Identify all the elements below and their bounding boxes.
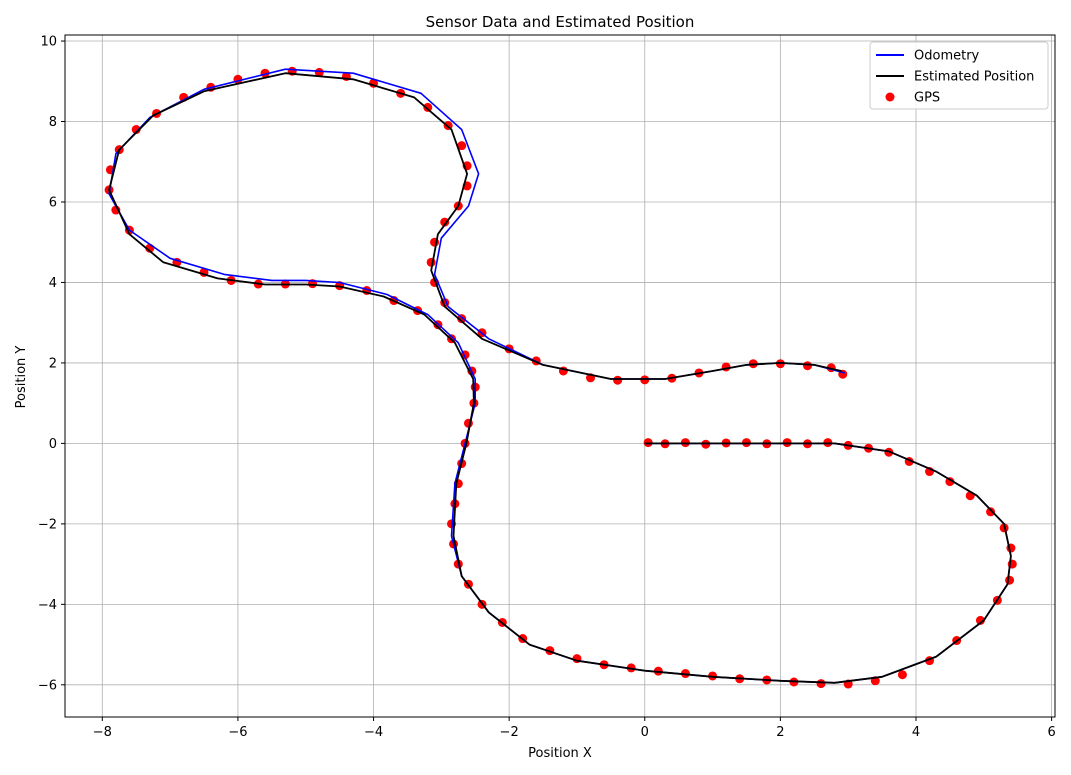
estimated-position-line	[108, 72, 1012, 684]
legend: Odometry Estimated Position GPS	[869, 41, 1049, 110]
y-tick-label: 0	[49, 437, 57, 452]
grid-lines	[65, 35, 1055, 717]
gps-point	[440, 217, 450, 227]
y-tick-label: −2	[38, 517, 57, 532]
legend-swatch-gps	[885, 92, 895, 102]
legend-label-gps: GPS	[914, 91, 940, 106]
legend-box	[869, 41, 1049, 110]
gps-point	[897, 670, 907, 680]
gps-point	[945, 477, 955, 487]
gps-point	[457, 141, 467, 151]
y-tick-label: −6	[38, 678, 57, 693]
gps-point	[131, 125, 141, 135]
gps-point	[816, 679, 826, 689]
x-tick-label: 0	[641, 725, 649, 740]
x-tick-label: 6	[1047, 725, 1055, 740]
plot-area	[104, 66, 1017, 689]
plot-frame	[64, 34, 1056, 718]
x-tick-label: −4	[364, 725, 383, 740]
y-axis-ticks: −6 −4 −2 0 2 4 6 8 10	[38, 35, 65, 693]
odometry-line	[108, 68, 1012, 684]
gps-point	[314, 67, 324, 77]
y-axis-label: Position Y	[14, 346, 29, 409]
x-tick-label: 4	[912, 725, 920, 740]
x-tick-label: −6	[228, 725, 247, 740]
legend-label-odometry: Odometry	[914, 49, 980, 64]
chart-title: Sensor Data and Estimated Position	[426, 13, 695, 31]
gps-point	[1005, 575, 1015, 585]
y-tick-label: 2	[49, 356, 57, 371]
x-axis-label: Position X	[528, 746, 592, 761]
y-tick-label: −4	[38, 598, 57, 613]
gps-point	[423, 102, 433, 112]
y-tick-label: 8	[49, 115, 57, 130]
x-tick-label: 2	[776, 725, 784, 740]
x-tick-label: −2	[500, 725, 519, 740]
gps-point	[426, 257, 436, 267]
gps-point	[975, 615, 985, 625]
legend-label-estimated-position: Estimated Position	[914, 70, 1034, 85]
y-tick-label: 4	[49, 276, 57, 291]
gps-point	[721, 362, 731, 372]
gps-point	[986, 507, 996, 517]
x-tick-label: −8	[93, 725, 112, 740]
x-axis-ticks: −8 −6 −4 −2 0 2 4 6	[93, 717, 1056, 740]
gps-point	[613, 375, 623, 385]
y-tick-label: 6	[49, 195, 57, 210]
y-tick-label: 10	[40, 35, 57, 50]
gps-point	[803, 361, 812, 371]
